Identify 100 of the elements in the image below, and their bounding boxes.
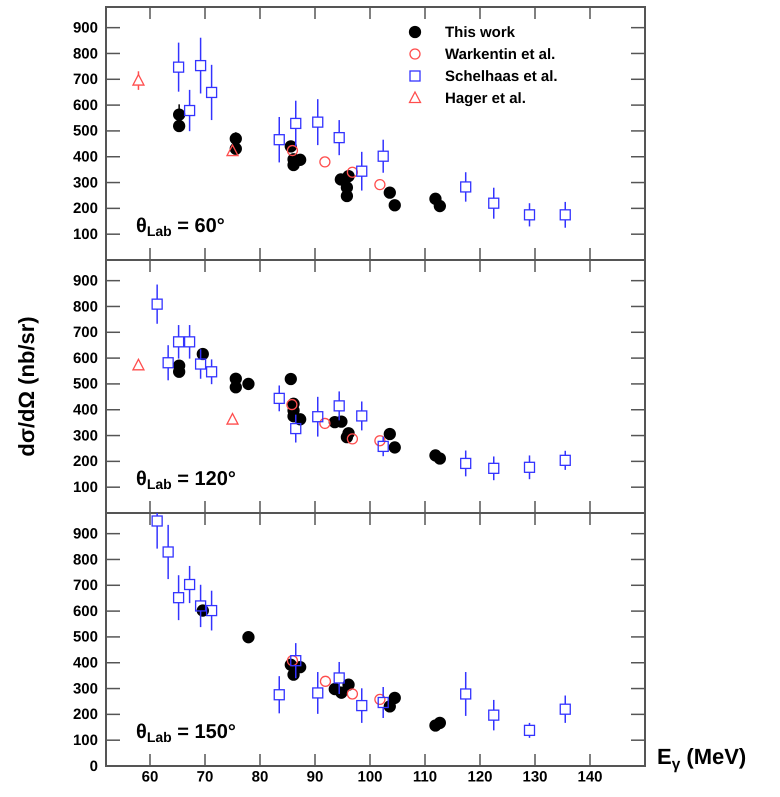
point [460,458,472,470]
point [152,298,163,310]
point [378,696,389,708]
annotation: θ$_{Lab}$ = 120° [136,468,236,492]
annotation: θ$_{Lab}$ = 150° [136,721,236,746]
point [242,378,255,390]
point [524,462,536,473]
y-tick-label: 300 [72,174,98,192]
point [230,132,242,145]
point [242,631,255,644]
point [184,336,196,348]
point [184,578,196,590]
point [206,366,218,378]
x-tick-label: 80 [252,768,268,786]
point [152,515,163,527]
y-tick-label: 100 [72,478,98,496]
point [384,428,396,440]
x-tick-label: 140 [577,768,603,786]
point [460,688,472,700]
y-tick-label: 0 [90,758,98,775]
point [356,700,368,712]
y-tick-label: 700 [72,71,98,88]
point [226,144,239,156]
point [488,709,500,721]
point [334,132,345,144]
y-tick-label: 700 [72,577,98,594]
y-tick-label: 100 [72,732,98,749]
y-tick-label: 400 [72,148,98,166]
point [488,462,500,474]
y-axis-title: dσ/dΩ (nb/sr) [14,316,39,457]
y-tick-label: 200 [72,200,98,218]
point [488,198,500,209]
point [284,372,297,386]
point [388,441,401,454]
point [172,336,184,348]
x-tick-label: 120 [467,768,493,786]
point [524,724,536,736]
y-tick-label: 800 [72,45,98,62]
y-tick-label: 200 [72,453,98,470]
point [346,166,358,178]
point [356,166,368,177]
y-tick-label: 600 [72,350,98,367]
point [560,454,571,466]
legend-label: Warkentin et al. [445,46,556,63]
point [194,358,206,370]
point [460,181,472,193]
x-tick-label: 90 [306,768,324,786]
point [173,108,186,121]
y-tick-label: 400 [72,654,98,672]
x-tick-label: 100 [357,768,383,786]
point [162,357,174,368]
point [172,592,184,604]
point [226,412,239,425]
point [388,692,401,704]
legend-label: Schelhaas et al. [445,68,558,85]
point [384,186,396,199]
point [378,150,389,162]
point [290,422,302,434]
point [184,104,196,116]
point [560,704,571,715]
y-tick-label: 200 [72,706,98,724]
y-tick-label: 900 [72,19,98,36]
y-tick-label: 600 [72,96,98,114]
point [388,199,401,212]
point [319,156,331,168]
point [286,655,298,666]
point [194,600,206,612]
point [374,694,386,706]
x-tick-label: 130 [522,768,548,786]
point [356,410,368,422]
point [374,435,386,446]
point [560,209,571,220]
point [312,687,324,699]
x-tick-label: 60 [142,768,158,786]
point [374,178,386,190]
point [434,716,446,730]
y-tick-label: 300 [72,680,98,698]
point [274,689,285,700]
x-tick-label: 110 [412,768,438,786]
point [206,604,218,616]
point [132,358,145,370]
point [162,546,174,558]
point [346,688,358,700]
y-tick-label: 300 [72,427,98,444]
point [334,672,345,684]
point [173,120,186,132]
y-tick-label: 700 [72,324,98,342]
point [274,392,285,404]
y-tick-label: 500 [72,628,98,646]
point [434,200,446,212]
point [319,418,331,430]
y-tick-label: 900 [72,525,98,542]
legend-label: This work [445,24,516,41]
point [286,144,298,156]
point [434,452,446,465]
x-axis-title: E$_{γ}$ (MeV) [657,744,746,772]
annotation: θ$_{Lab}$ = 60° [136,215,225,240]
point [312,411,324,422]
point [132,74,145,86]
point [342,678,355,691]
